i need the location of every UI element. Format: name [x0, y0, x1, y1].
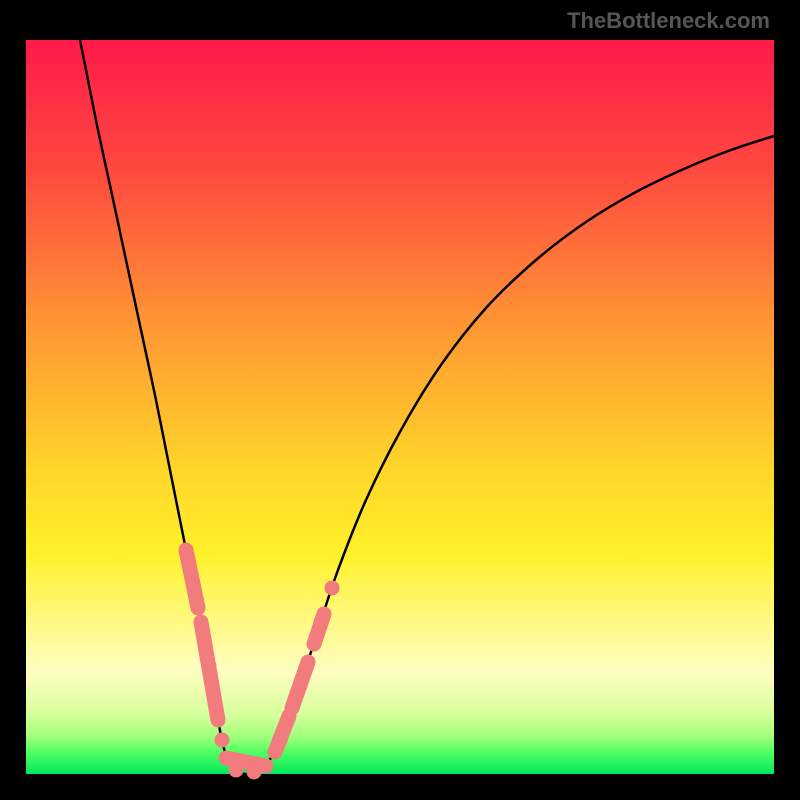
border-right [774, 0, 800, 800]
marker-dot [314, 615, 329, 630]
marker-dot [325, 581, 340, 596]
bottleneck-curve [80, 40, 774, 774]
watermark-text: TheBottleneck.com [567, 8, 770, 34]
curve-layer [26, 40, 774, 774]
marker-dot [215, 733, 230, 748]
marker-dot [293, 679, 308, 694]
border-left [0, 0, 26, 800]
marker-dot [202, 659, 217, 674]
marker-dot [247, 765, 262, 780]
plot-area [26, 40, 774, 774]
marker-segment [186, 550, 198, 608]
marker-dot [273, 733, 288, 748]
border-bottom [0, 774, 800, 800]
marker-dot [229, 763, 244, 778]
chart-frame: TheBottleneck.com [0, 0, 800, 800]
